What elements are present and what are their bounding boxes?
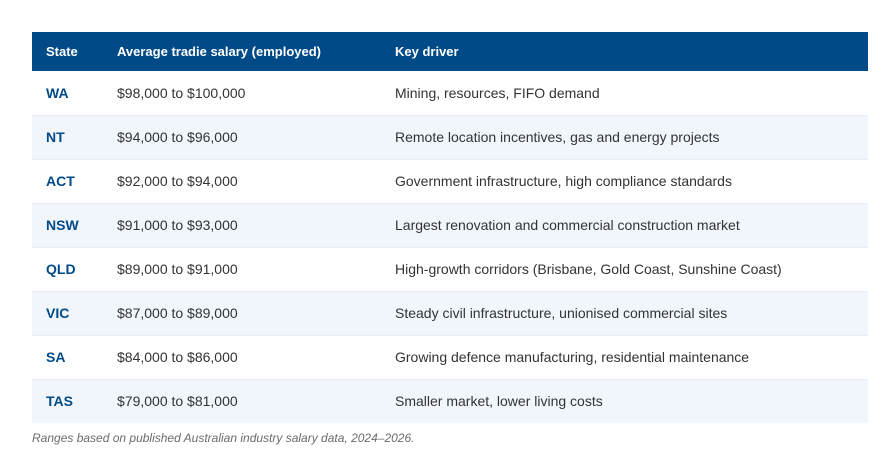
salary-cell: $91,000 to $93,000 [103,202,381,247]
driver-cell: Government infrastructure, high complian… [381,158,868,203]
driver-cell: Remote location incentives, gas and ener… [381,114,868,159]
header-row: State Average tradie salary (employed) K… [32,32,868,71]
table-row: TAS $79,000 to $81,000 Smaller market, l… [32,378,868,423]
state-cell: TAS [32,378,103,423]
salary-table: State Average tradie salary (employed) K… [32,32,868,423]
salary-cell: $94,000 to $96,000 [103,114,381,159]
state-cell: WA [46,84,69,101]
column-header-state: State [46,44,78,59]
table-row: VIC $87,000 to $89,000 Steady civil infr… [32,290,868,335]
driver-cell: High-growth corridors (Brisbane, Gold Co… [381,246,868,291]
column-header-key-driver: Key driver [395,44,459,59]
table-row: QLD $89,000 to $91,000 High-growth corri… [32,246,868,291]
salary-cell: $87,000 to $89,000 [103,290,381,335]
table-row: ACT $92,000 to $94,000 Government infras… [32,158,868,203]
state-cell: SA [32,334,103,379]
table-row: NSW $91,000 to $93,000 Largest renovatio… [32,202,868,247]
state-cell: VIC [32,290,103,335]
table-header: State Average tradie salary (employed) K… [32,32,868,71]
driver-cell: Largest renovation and commercial constr… [381,202,868,247]
driver-cell: Steady civil infrastructure, unionised c… [381,290,868,335]
driver-cell: Smaller market, lower living costs [381,378,868,423]
salary-cell: $98,000 to $100,000 [117,84,246,101]
table-row: SA $84,000 to $86,000 Growing defence ma… [32,334,868,379]
salary-cell: $89,000 to $91,000 [103,246,381,291]
table-row: NT $94,000 to $96,000 Remote location in… [32,114,868,159]
driver-cell: Mining, resources, FIFO demand [395,84,600,101]
salary-cell: $84,000 to $86,000 [103,334,381,379]
state-cell: QLD [32,246,103,291]
table-row: WA $98,000 to $100,000 Mining, resources… [32,71,868,115]
column-header-salary: Average tradie salary (employed) [117,44,321,59]
driver-cell: Growing defence manufacturing, residenti… [381,334,868,379]
source-note: Ranges based on published Australian ind… [32,431,415,445]
salary-cell: $79,000 to $81,000 [103,378,381,423]
salary-cell: $92,000 to $94,000 [103,158,381,203]
state-cell: ACT [32,158,103,203]
table-body: WA $98,000 to $100,000 Mining, resources… [32,71,868,423]
state-cell: NSW [32,202,103,247]
state-cell: NT [32,114,103,159]
salary-table-container: State Average tradie salary (employed) K… [32,32,868,445]
